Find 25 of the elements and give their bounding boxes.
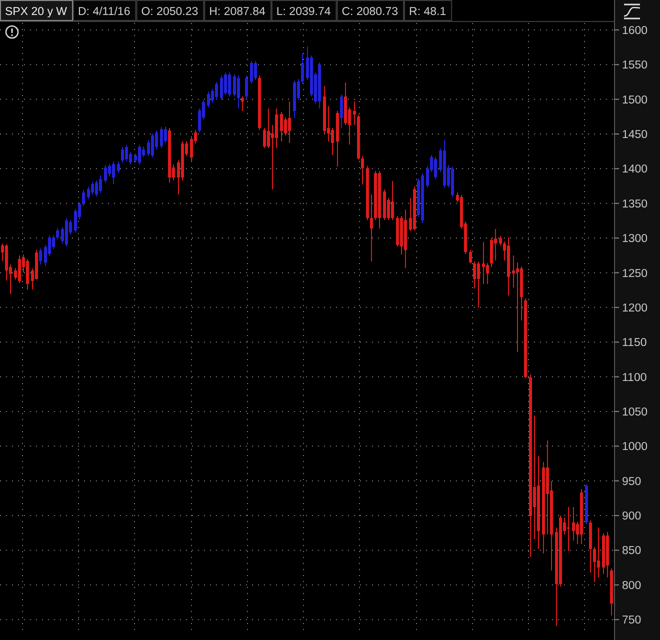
y-tick-label: 1350: [622, 198, 648, 210]
y-tick-label: 1050: [622, 406, 648, 419]
chart-title: SPX 20 y W: [5, 6, 68, 18]
y-tick-label: 1500: [622, 94, 648, 106]
y-tick-label: 950: [622, 476, 642, 488]
text: D: 4/11/16: [78, 6, 130, 18]
y-tick-label: 1200: [622, 302, 648, 314]
text: L: 2039.74: [276, 6, 332, 18]
y-tick-label: 1000: [622, 441, 648, 454]
y-tick-label: 900: [622, 510, 642, 523]
y-tick-label: 800: [622, 580, 642, 592]
y-tick-label: 1250: [622, 268, 648, 280]
y-tick-label: 1150: [622, 337, 647, 350]
y-tick-label: 1300: [622, 233, 648, 246]
text: H: 2087.84: [209, 6, 266, 18]
y-tick-label: 1550: [622, 60, 648, 72]
text: C: 2080.73: [342, 6, 398, 18]
text: R: 48.1: [409, 6, 446, 18]
y-tick-label: 850: [622, 545, 642, 558]
y-tick-label: 750: [622, 614, 642, 627]
text: O: 2050.23: [141, 6, 198, 18]
y-tick-label: 1100: [622, 372, 647, 384]
y-tick-label: 1400: [622, 164, 648, 176]
y-tick-label: 1450: [622, 129, 648, 142]
y-tick-label: 1600: [622, 24, 648, 37]
